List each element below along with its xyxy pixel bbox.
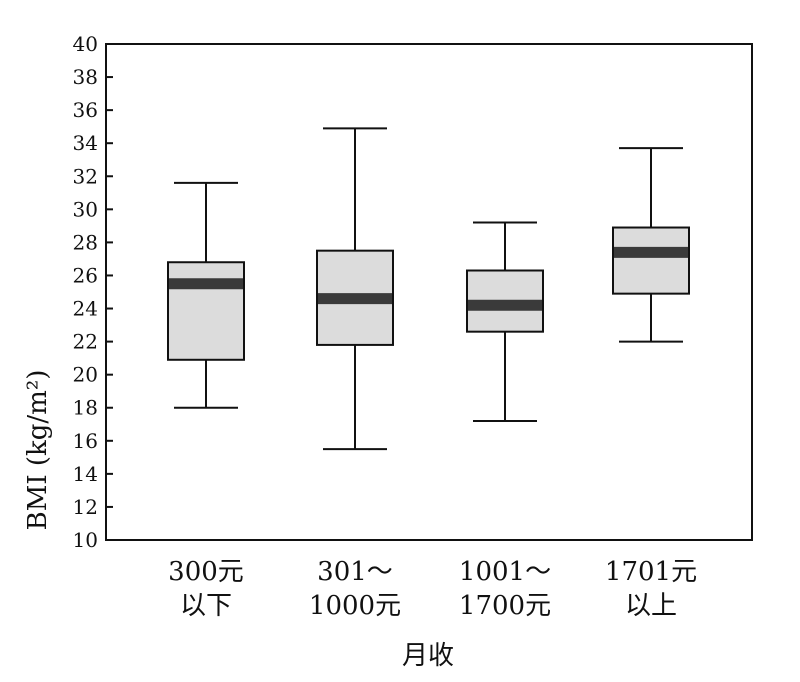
iqr-box [167, 261, 245, 361]
y-axis-title: BMI (kg/m²) [23, 370, 53, 531]
y-tick-label: 38 [73, 65, 98, 89]
y-tick-label: 40 [73, 32, 98, 56]
box-4 [612, 147, 690, 343]
x-category-label-line1: 300元 [168, 557, 244, 587]
x-category-label-line2: 以下 [180, 591, 232, 621]
y-tick-label: 26 [73, 263, 98, 287]
box-3 [466, 221, 544, 422]
y-tick-label: 12 [73, 495, 98, 519]
y-axis: 10 12 14 16 18 20 22 24 26 28 30 32 34 36 38 40 [73, 32, 113, 552]
x-category-label-line1: 1701元 [605, 557, 697, 587]
y-tick-label: 14 [73, 462, 98, 486]
box-2 [316, 127, 394, 451]
y-tick-label: 18 [73, 396, 98, 420]
y-tick-label: 32 [73, 164, 98, 188]
y-tick-label: 28 [73, 230, 98, 254]
y-tick-label: 34 [73, 131, 98, 155]
plot-frame [105, 43, 753, 541]
y-tick-label: 36 [73, 98, 98, 122]
x-axis-title: 月收 [402, 641, 454, 671]
y-tick-label: 20 [73, 363, 98, 387]
x-category-label-line2: 1000元 [309, 591, 401, 621]
x-category-label-line1: 301～ [317, 557, 393, 587]
x-category-label-line2: 1700元 [459, 591, 551, 621]
y-tick-label: 16 [73, 429, 98, 453]
x-category-label-line2: 以上 [625, 591, 677, 621]
x-category-label-line1: 1001～ [459, 557, 551, 587]
y-tick-label: 24 [73, 297, 98, 321]
box-series [167, 127, 690, 451]
y-tick-label: 10 [73, 528, 98, 552]
iqr-box [612, 226, 690, 295]
y-tick-label: 22 [73, 330, 98, 354]
y-tick-label: 30 [73, 197, 98, 221]
box-1 [167, 181, 245, 409]
